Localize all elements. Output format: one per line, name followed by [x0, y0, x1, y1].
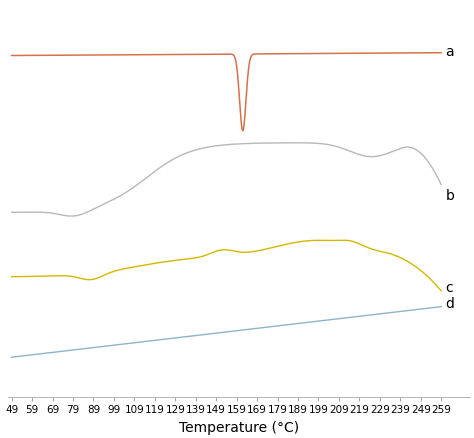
- Text: a: a: [445, 45, 454, 59]
- X-axis label: Temperature (°C): Temperature (°C): [179, 420, 299, 434]
- Text: d: d: [445, 297, 454, 311]
- Text: b: b: [445, 189, 454, 203]
- Text: c: c: [445, 281, 453, 295]
